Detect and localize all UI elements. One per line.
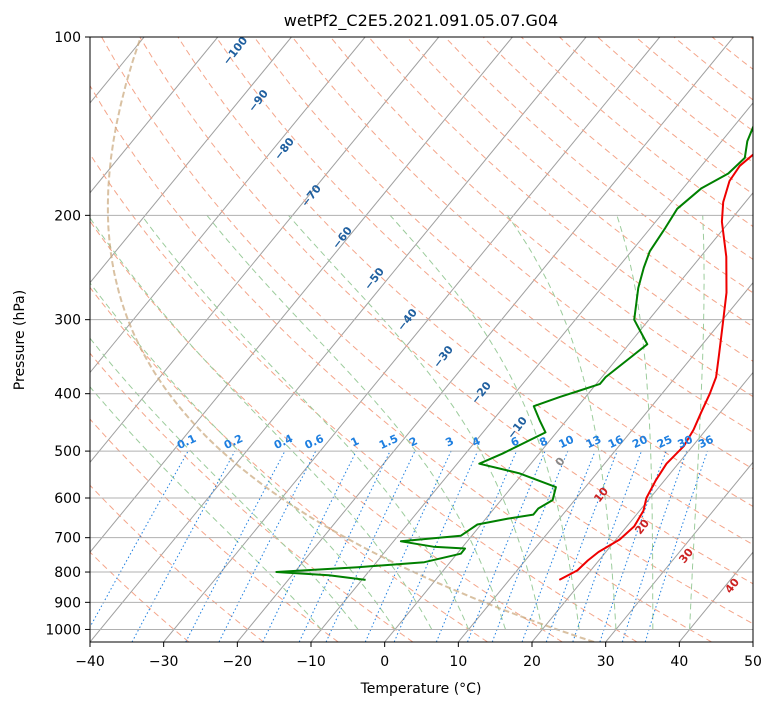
x-tick-label: 50 xyxy=(744,654,762,670)
temperature-profile-line xyxy=(558,153,753,581)
mixing-ratio-line xyxy=(131,450,236,642)
mixing-ratio-line xyxy=(521,450,596,642)
mixing-ratio-line xyxy=(491,450,569,642)
dry-adiabat-line xyxy=(90,551,190,642)
isotherm-line xyxy=(90,37,292,284)
y-tick-label: 600 xyxy=(54,491,81,507)
mixing-ratio-line xyxy=(572,450,642,642)
x-axis-label: Temperature (°C) xyxy=(360,681,482,697)
isotherm-line xyxy=(90,37,513,553)
mixing-ratio-label: 16 xyxy=(606,433,626,451)
mixing-ratio-label: 36 xyxy=(696,433,716,451)
dry-adiabat-line xyxy=(90,153,638,642)
mixing-ratio-label: 10 xyxy=(557,433,577,451)
isotherm-line xyxy=(310,102,753,642)
mixing-ratio-label: 30 xyxy=(676,433,696,451)
y-tick-label: 700 xyxy=(54,531,81,547)
y-tick-label: 300 xyxy=(54,313,81,329)
dry-adiabat-line xyxy=(177,37,753,546)
y-tick-label: 500 xyxy=(54,444,81,460)
y-tick-label: 900 xyxy=(54,595,81,611)
lcl-curve xyxy=(106,37,595,642)
isotherm-line xyxy=(90,37,219,194)
mixing-ratio-label: 25 xyxy=(655,433,674,451)
isotherm-line xyxy=(163,37,661,642)
isotherm-line xyxy=(457,281,753,642)
mixing-ratio-line xyxy=(90,450,189,629)
dry-adiabat-line xyxy=(253,37,753,470)
isotherm-line xyxy=(90,37,587,642)
isotherm-line xyxy=(605,461,753,642)
isotherm-line xyxy=(90,37,366,374)
isotherm-line xyxy=(236,37,734,642)
isotherm-line xyxy=(531,371,753,642)
lcl-line xyxy=(106,37,595,642)
mixing-ratio-line xyxy=(467,450,546,642)
y-tick-label: 800 xyxy=(54,565,81,581)
y-tick-label: 100 xyxy=(54,30,81,46)
dry-adiabat-line xyxy=(90,484,264,642)
x-tick-label: 40 xyxy=(670,654,688,670)
x-tick-label: −20 xyxy=(223,654,253,670)
mixing-ratio-label: 20 xyxy=(630,433,650,451)
mixing-ratio-line xyxy=(262,450,357,642)
mixing-ratio-line xyxy=(218,450,317,642)
x-axis: −40 −30 −20 −10 0 10 20 30 40 50 xyxy=(75,642,762,670)
y-tick-label: 200 xyxy=(54,208,81,224)
dry-adiabat-line xyxy=(90,418,339,642)
x-tick-label: −10 xyxy=(296,654,326,670)
mixing-ratio-lines xyxy=(90,450,708,642)
y-tick-label: 1000 xyxy=(45,622,81,638)
x-tick-label: −30 xyxy=(149,654,179,670)
plot-frame xyxy=(89,36,754,643)
x-tick-label: 10 xyxy=(449,654,467,670)
mixing-ratio-label: 13 xyxy=(584,433,603,451)
pressure-gridlines xyxy=(90,37,753,630)
x-tick-label: 20 xyxy=(523,654,541,670)
dry-adiabat-line xyxy=(90,220,563,642)
mixing-ratio-line xyxy=(545,450,618,642)
mixing-ratio-line xyxy=(621,450,688,642)
mixing-ratio-line xyxy=(435,450,517,642)
dry-adiabats xyxy=(90,37,753,642)
dry-adiabat-line xyxy=(292,37,753,433)
dry-adiabat-line xyxy=(330,37,753,398)
isotherm-line xyxy=(384,192,753,642)
sounding-profiles xyxy=(275,124,753,581)
y-axis: 100 200 300 400 500 600 700 800 900 1000 xyxy=(45,30,90,638)
mixing-ratio-line xyxy=(393,450,479,642)
y-axis-label: Pressure (hPa) xyxy=(12,290,28,390)
moist-adiabat-line xyxy=(90,337,359,630)
isotherm-line xyxy=(90,37,440,464)
chart-title: wetPf2_C2E5.2021.091.05.07.G04 xyxy=(284,11,558,31)
x-tick-label: −40 xyxy=(75,654,105,670)
mixing-ratio-line xyxy=(599,450,667,642)
x-tick-label: 30 xyxy=(597,654,615,670)
mixing-ratio-line xyxy=(644,450,708,642)
y-tick-label: 400 xyxy=(54,387,81,403)
x-tick-label: 0 xyxy=(380,654,389,670)
dry-adiabat-line xyxy=(90,84,712,642)
dry-adiabat-line xyxy=(90,286,488,642)
dry-adiabat-line xyxy=(90,352,414,642)
dewpoint-profile-line xyxy=(275,124,753,581)
isotherm-lines xyxy=(90,37,753,642)
dry-adiabat-line xyxy=(215,37,753,507)
